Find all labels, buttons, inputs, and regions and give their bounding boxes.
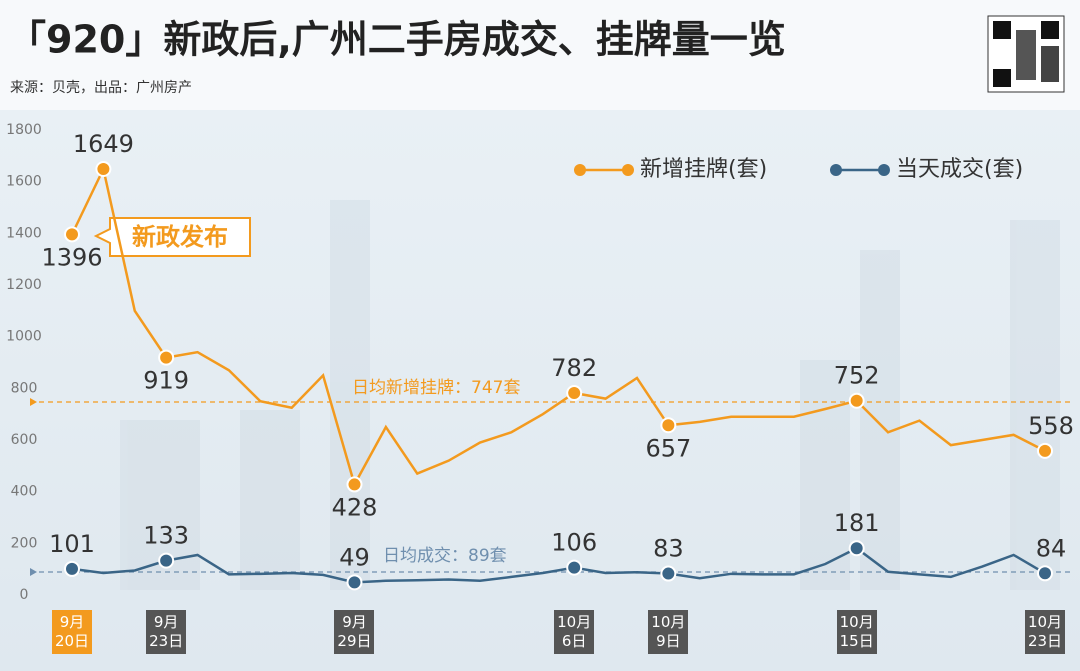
data-label: 428 xyxy=(332,493,378,521)
point xyxy=(346,574,363,591)
y-tick-label: 200 xyxy=(11,535,38,551)
point xyxy=(1037,442,1053,459)
y-tick-label: 1200 xyxy=(6,277,42,293)
average-label: 日均新增挂牌：747套 xyxy=(352,378,520,398)
x-tick-label: 9月 23日 xyxy=(146,610,187,654)
point xyxy=(848,392,865,409)
point xyxy=(64,226,80,243)
annotation: 新政发布 xyxy=(132,223,228,251)
point xyxy=(158,349,175,366)
series-line xyxy=(71,546,1046,584)
annotation-box: 新政发布 xyxy=(93,217,251,257)
point xyxy=(660,565,677,582)
point xyxy=(1037,565,1053,582)
y-tick-label: 800 xyxy=(11,380,38,396)
x-tick-label: 9月 29日 xyxy=(334,610,375,654)
average-marker xyxy=(30,398,37,407)
data-label: 49 xyxy=(339,543,370,571)
data-label: 919 xyxy=(143,367,189,395)
data-label: 101 xyxy=(49,530,95,558)
data-label: 181 xyxy=(834,509,880,537)
point xyxy=(158,552,175,569)
y-tick-label: 1000 xyxy=(6,329,42,345)
data-label: 83 xyxy=(653,535,684,563)
data-label: 1396 xyxy=(41,243,102,271)
point xyxy=(346,476,363,493)
data-label: 782 xyxy=(551,354,597,382)
y-tick-label: 1400 xyxy=(6,225,42,241)
data-label: 657 xyxy=(645,434,691,462)
point xyxy=(566,384,583,401)
data-label: 106 xyxy=(551,529,597,557)
chart-title: 「920」新政后,广州二手房成交、挂牌量一览 xyxy=(8,18,786,62)
legend-dot xyxy=(574,164,586,176)
y-tick-label: 1800 xyxy=(6,122,42,138)
legend-dot xyxy=(878,164,890,176)
legend-label: 新增挂牌(套) xyxy=(640,157,767,182)
data-label: 558 xyxy=(1028,412,1074,440)
data-label: 133 xyxy=(143,522,189,550)
y-tick-label: 1600 xyxy=(6,174,42,190)
x-tick-label: 10月 6日 xyxy=(554,610,595,654)
legend-label: 当天成交(套) xyxy=(896,157,1023,182)
x-tick-label: 9月 20日 xyxy=(52,610,92,654)
x-tick-label: 10月 15日 xyxy=(836,610,877,654)
data-label: 84 xyxy=(1036,534,1067,562)
data-label: 752 xyxy=(834,362,880,390)
skyline xyxy=(120,200,1060,590)
data-label: 1649 xyxy=(73,130,134,158)
point xyxy=(566,559,583,576)
y-tick-label: 0 xyxy=(20,587,29,603)
series-line xyxy=(70,165,1046,488)
subtitle: 来源：贝壳，出品：广州房产 xyxy=(10,79,192,96)
point xyxy=(848,540,865,557)
legend-dot xyxy=(622,164,634,176)
average-label: 日均成交：89套 xyxy=(383,546,507,566)
x-tick-label: 10月 9日 xyxy=(648,610,689,654)
y-tick-label: 600 xyxy=(11,432,38,448)
legend-dot xyxy=(830,164,842,176)
y-tick-label: 400 xyxy=(11,484,38,500)
qr-code xyxy=(987,15,1065,93)
point xyxy=(95,161,112,178)
x-tick-label: 10月 23日 xyxy=(1025,610,1065,654)
point xyxy=(660,417,677,434)
point xyxy=(64,560,80,577)
average-marker xyxy=(30,568,37,577)
